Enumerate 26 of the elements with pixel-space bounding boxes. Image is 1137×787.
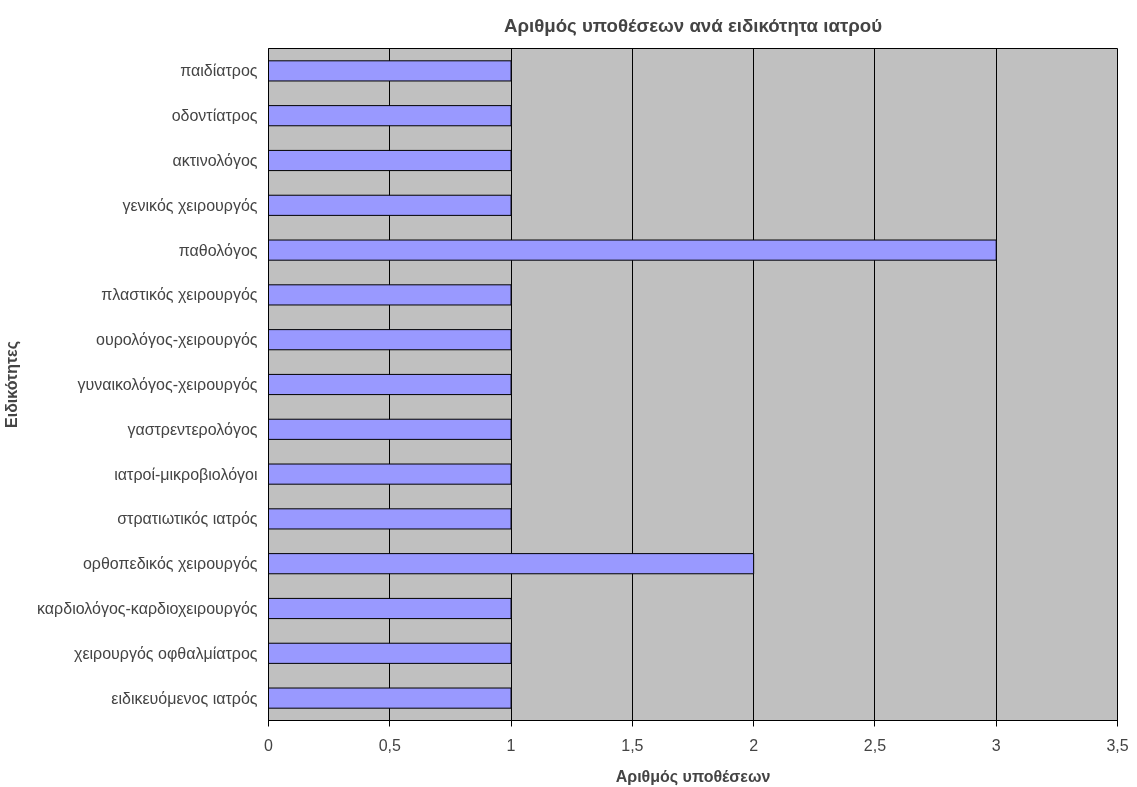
y-tick-label: γαστρεντερολόγος: [127, 420, 258, 438]
x-tick-label: 1,5: [621, 736, 644, 754]
x-tick-label: 0: [264, 736, 274, 754]
x-tick-label: 2: [749, 736, 759, 754]
y-tick-label: γενικός χειρουργός: [122, 196, 258, 214]
y-tick-label: ακτινολόγος: [172, 152, 258, 169]
y-tick-label: ορθοπεδικός χειρουργός: [82, 555, 258, 573]
y-tick-label: οδοντίατρος: [171, 107, 258, 125]
y-tick-label: καρδιολόγος-καρδιοχειρουργός: [37, 600, 258, 617]
y-tick-label: χειρουργός οφθαλμίατρος: [74, 644, 258, 662]
chart-title: Αριθμός υποθέσεων ανά ειδικότητα ιατρού: [503, 15, 883, 36]
x-axis-title: Αριθμός υποθέσεων: [615, 767, 771, 786]
x-tick-label: 3: [991, 736, 1001, 754]
y-tick-label: παθολόγος: [178, 241, 258, 259]
y-tick-label: γυναικολόγος-χειρουργός: [77, 376, 258, 393]
x-tick-label: 1: [506, 736, 516, 754]
x-tick-label: 3,5: [1106, 736, 1129, 754]
y-tick-label: παιδίατρος: [180, 62, 258, 80]
y-tick-label: πλαστικός χειρουργός: [101, 286, 258, 304]
y-tick-label: στρατιωτικός ιατρός: [117, 510, 258, 528]
x-tick-label: 0,5: [378, 736, 402, 754]
x-tick-label: 2,5: [863, 736, 887, 754]
y-tick-label: ειδικευόμενος ιατρός: [111, 689, 258, 707]
y-axis-title: Ειδικότητες: [3, 341, 22, 428]
y-tick-label: ουρολόγος-χειρουργός: [96, 331, 258, 349]
y-tick-label: ιατροί-μικροβιολόγοι: [114, 465, 258, 483]
